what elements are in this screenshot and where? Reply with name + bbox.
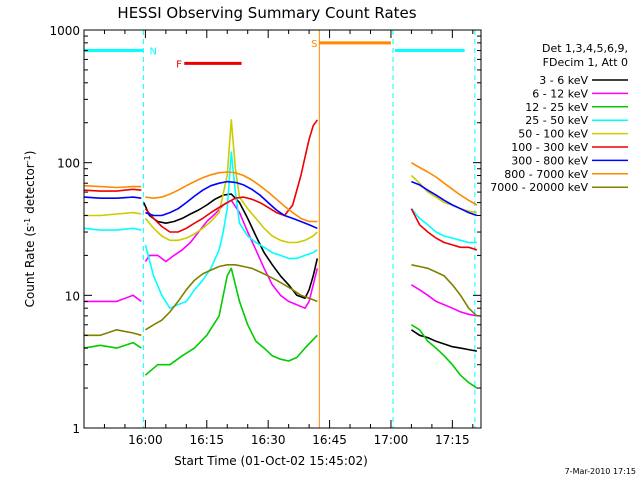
series-3-line-1 (144, 151, 318, 310)
series-8-line-0 (84, 328, 142, 337)
series-3-line-2 (410, 208, 477, 244)
legend-label-8: 7000 - 20000 keV (490, 181, 588, 194)
legend-label-6: 300 - 800 keV (511, 154, 588, 167)
x-tick-label-0: 16:00 (128, 433, 163, 447)
x-tick-label-3: 16:45 (312, 433, 347, 447)
x-axis-label: Start Time (01-Oct-02 15:45:02) (174, 454, 368, 468)
series-8-line-2 (411, 264, 478, 317)
series-0-line-1 (410, 329, 478, 352)
series-5-line-2 (410, 208, 478, 251)
series-2-line-2 (410, 324, 478, 389)
series-3 (83, 151, 477, 310)
y-tick-label-1: 10 (65, 289, 80, 303)
legend-label-3: 25 - 50 keV (525, 114, 588, 127)
series-5 (83, 119, 478, 251)
series-1-line-2 (410, 284, 478, 317)
series-5-line-0 (83, 188, 142, 192)
footer-date: 7-Mar-2010 17:15 (565, 467, 636, 476)
legend: Det 1,3,4,5,6,9, FDecim 1, Att 0 3 - 6 k… (490, 42, 628, 194)
series-7-line-1 (145, 171, 318, 223)
legend-label-4: 50 - 100 keV (518, 128, 588, 141)
plot-content: N F S (83, 30, 478, 428)
series-2-line-0 (83, 341, 142, 349)
legend-header-line-2: FDecim 1, Att 0 (543, 56, 628, 69)
series-6-line-2 (411, 180, 478, 217)
series-7 (83, 162, 478, 223)
y-tick-label-0: 1 (72, 422, 80, 436)
series-8-line-1 (144, 263, 318, 331)
series-6 (83, 180, 478, 230)
series-4-line-0 (84, 211, 142, 217)
plot-frame (83, 29, 482, 429)
flag-label-3: S (311, 39, 317, 50)
series-6-line-1 (145, 180, 318, 230)
legend-label-7: 800 - 7000 keV (504, 168, 588, 181)
flag-label-0: N (149, 47, 156, 58)
y-axis-ticks: 1 10 100 1000 (49, 24, 481, 436)
legend-header-line-1: Det 1,3,4,5,6,9, (542, 42, 628, 55)
series-2 (83, 267, 478, 389)
y-axis-label-sup1: -1 (23, 218, 32, 226)
y-axis-label-mid: detector (23, 163, 37, 218)
series-6-line-0 (83, 196, 142, 199)
series-1-line-0 (84, 294, 142, 303)
x-tick-label-5: 17:15 (435, 433, 470, 447)
series-1-line-1 (144, 199, 319, 310)
y-axis-label-main: Count Rate (s (23, 226, 37, 308)
y-axis-label: Count Rate (s-1 detector-1) (23, 151, 37, 308)
series-2-line-1 (144, 267, 318, 376)
legend-label-2: 12 - 25 keV (525, 101, 588, 114)
chart-title: HESSI Observing Summary Count Rates (117, 4, 416, 22)
legend-label-0: 3 - 6 keV (539, 74, 588, 87)
y-axis-label-end: ) (23, 151, 37, 156)
x-tick-label-4: 17:00 (374, 433, 409, 447)
x-tick-label-1: 16:15 (189, 433, 224, 447)
x-tick-label-2: 16:30 (251, 433, 286, 447)
legend-label-5: 100 - 300 keV (511, 141, 588, 154)
legend-label-1: 6 - 12 keV (532, 87, 588, 100)
y-tick-label-3: 1000 (49, 24, 80, 38)
series-3-line-0 (83, 227, 142, 231)
y-axis-label-sup2: -1 (23, 155, 32, 163)
y-tick-label-2: 100 (57, 157, 80, 171)
series-8 (84, 263, 478, 337)
series-5-line-1 (144, 119, 318, 233)
x-axis-ticks: 16:00 16:15 16:30 16:45 17:00 17:15 (103, 30, 474, 447)
series-7-line-0 (83, 184, 142, 189)
series-4-line-1 (144, 119, 318, 244)
series-1 (84, 199, 478, 317)
flag-label-2: F (176, 59, 182, 70)
series-7-line-2 (410, 162, 478, 206)
